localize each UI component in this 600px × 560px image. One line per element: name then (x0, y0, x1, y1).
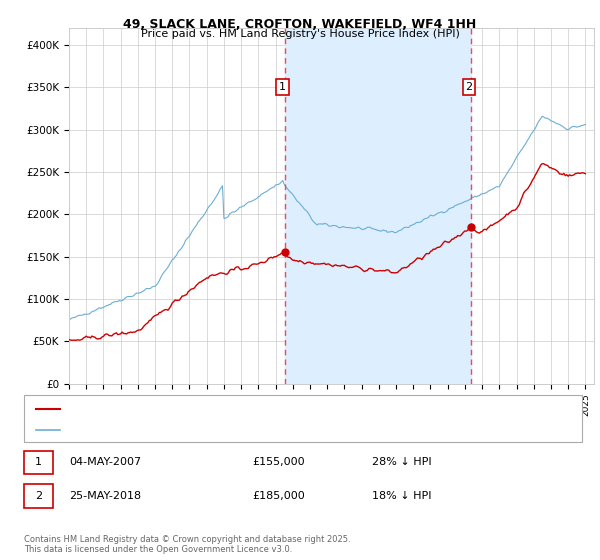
Text: £185,000: £185,000 (252, 491, 305, 501)
Text: 1: 1 (279, 82, 286, 92)
Text: 1: 1 (35, 457, 42, 467)
Text: Contains HM Land Registry data © Crown copyright and database right 2025.
This d: Contains HM Land Registry data © Crown c… (24, 535, 350, 554)
Text: HPI: Average price, detached house, Wakefield: HPI: Average price, detached house, Wake… (66, 424, 294, 435)
Text: 28% ↓ HPI: 28% ↓ HPI (372, 457, 431, 467)
Text: 49, SLACK LANE, CROFTON, WAKEFIELD, WF4 1HH: 49, SLACK LANE, CROFTON, WAKEFIELD, WF4 … (124, 18, 476, 31)
Text: 2: 2 (35, 491, 42, 501)
Text: 25-MAY-2018: 25-MAY-2018 (69, 491, 141, 501)
Bar (285, 28, 472, 384)
Text: £155,000: £155,000 (252, 457, 305, 467)
Text: 18% ↓ HPI: 18% ↓ HPI (372, 491, 431, 501)
Text: 04-MAY-2007: 04-MAY-2007 (69, 457, 141, 467)
Text: 2: 2 (465, 82, 472, 92)
Text: Price paid vs. HM Land Registry's House Price Index (HPI): Price paid vs. HM Land Registry's House … (140, 29, 460, 39)
Text: 49, SLACK LANE, CROFTON, WAKEFIELD, WF4 1HH (detached house): 49, SLACK LANE, CROFTON, WAKEFIELD, WF4 … (66, 404, 402, 414)
